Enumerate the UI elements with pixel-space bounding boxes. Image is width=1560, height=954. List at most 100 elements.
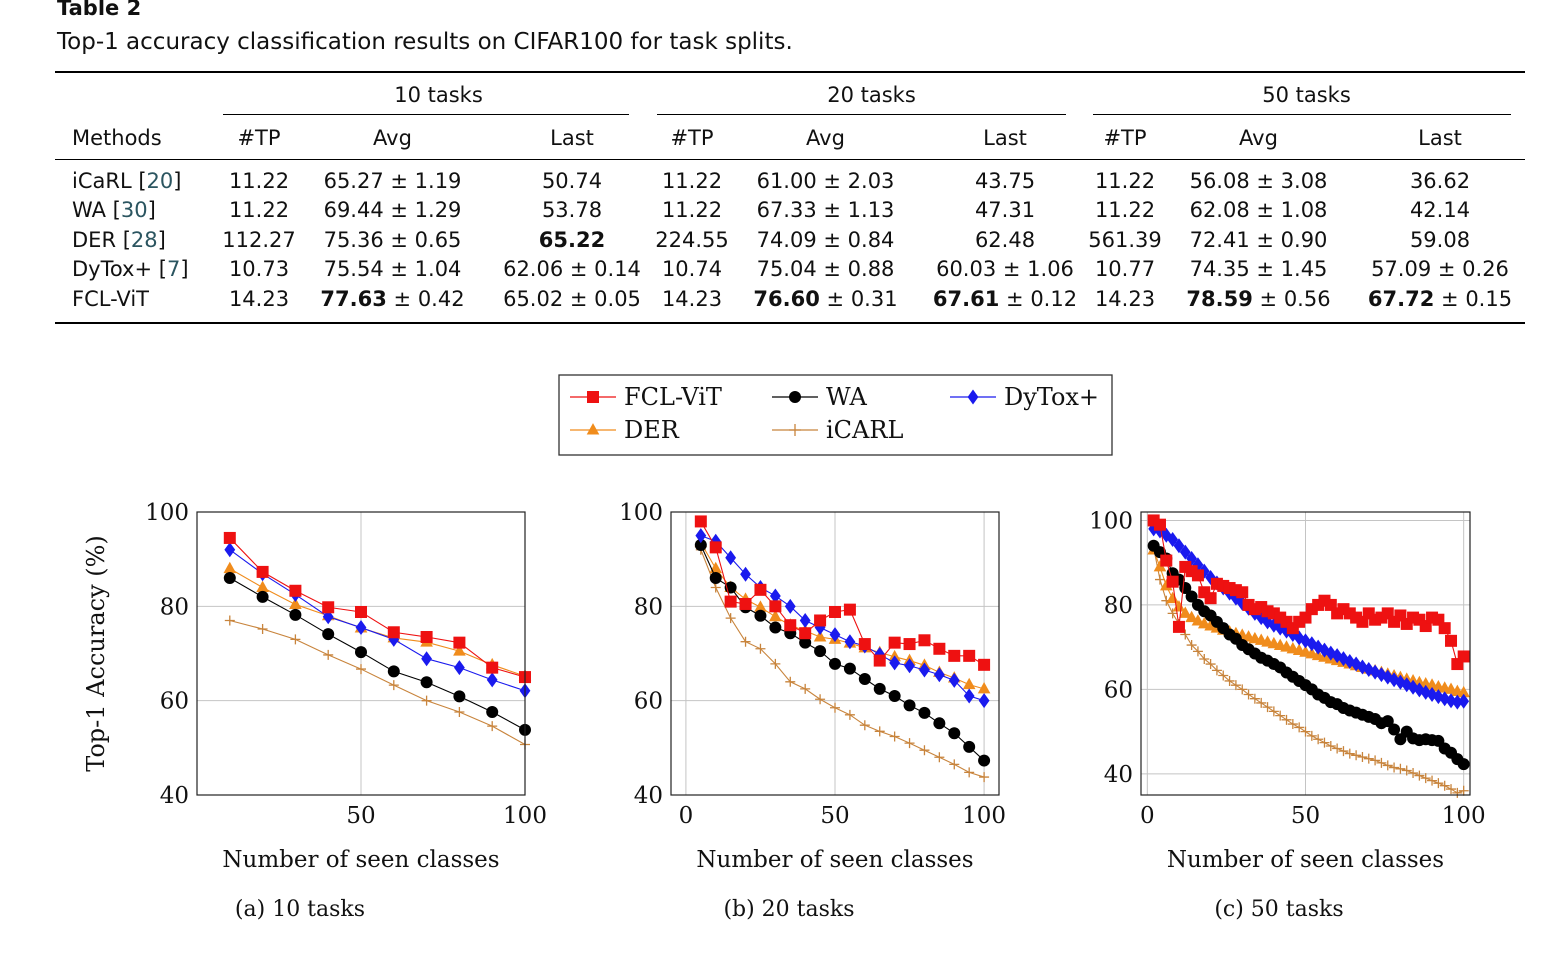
method-name: DER [72, 227, 117, 252]
x-tick-label: 100 [962, 803, 1006, 829]
cell-value: 57.09 [1371, 257, 1432, 282]
data-point [1180, 629, 1191, 640]
cell-value: 112.27 [222, 227, 296, 252]
value-cell: 72.41 ± 0.90 [1189, 227, 1328, 252]
table-row: WA [30] 11.22 69.44 ± 1.29 53.78 11.22 67.33 … [55, 196, 1525, 226]
data-point [355, 646, 367, 659]
series-line [229, 537, 526, 678]
data-point [694, 515, 707, 528]
data-point [843, 662, 856, 675]
data-point [1351, 750, 1362, 761]
cell-std: 0.12 [1030, 286, 1078, 311]
data-point [978, 754, 991, 767]
data-point [1395, 674, 1406, 690]
data-point [289, 584, 302, 597]
data-point [1199, 653, 1210, 664]
series-line [700, 542, 985, 690]
cell-value: 43.75 [974, 168, 1036, 193]
data-point [710, 582, 721, 593]
data-point [919, 662, 930, 678]
data-point [694, 539, 707, 552]
data-point [1452, 787, 1463, 798]
y-tick-label: 60 [1104, 677, 1133, 703]
data-point [1306, 730, 1317, 741]
column-header: #TP [237, 126, 281, 150]
data-point [695, 528, 707, 544]
data-point [799, 612, 811, 628]
legend-label: DER [624, 416, 680, 444]
data-point [1420, 684, 1432, 700]
value-cell: 11.22 [655, 196, 729, 226]
data-point [1427, 775, 1438, 786]
cell-value: 10.73 [228, 257, 290, 282]
group-underline [1093, 114, 1511, 116]
data-point [1331, 648, 1343, 664]
data-point [256, 565, 269, 578]
data-point [889, 655, 901, 671]
data-point [1325, 741, 1336, 752]
cell-value: 224.55 [655, 227, 729, 252]
legend-marker [586, 423, 600, 435]
y-tick-label: 60 [634, 689, 663, 715]
table-row: FCL-ViT 14.23 77.63 ± 0.42 65.02 ± 0.05 14.2… [55, 284, 1525, 323]
cell-value: 75.36 [323, 227, 384, 252]
data-point [1262, 614, 1273, 630]
data-point [454, 660, 465, 676]
data-point [1185, 610, 1198, 623]
series-der [694, 535, 991, 694]
data-point [1211, 665, 1222, 676]
series-line [1153, 547, 1464, 794]
legend-marker [789, 424, 801, 436]
data-point [1236, 595, 1248, 611]
data-point [874, 726, 885, 737]
data-point [1166, 591, 1179, 604]
data-point [1357, 751, 1368, 762]
value-cell: 11.22 [1088, 196, 1162, 226]
data-point [755, 643, 766, 654]
value-cell: 75.04 ± 0.88 [756, 257, 895, 282]
cell-value: 14.23 [1094, 286, 1156, 311]
data-point [1426, 686, 1438, 702]
data-point [1414, 770, 1425, 781]
cell-std: 0.15 [1465, 286, 1513, 311]
data-point [1281, 714, 1292, 725]
data-point [486, 672, 498, 688]
data-point [815, 694, 826, 705]
data-point [1382, 760, 1393, 771]
data-point [934, 752, 945, 763]
group-header-row: 10 tasks 20 tasks 50 tasks [55, 72, 1525, 117]
cell-value: 67.72 [1367, 286, 1435, 311]
data-point [933, 667, 945, 683]
cell-value: 59.08 [1409, 227, 1471, 252]
value-cell: 62.48 [922, 225, 1088, 255]
y-tick-label: 60 [160, 689, 189, 715]
data-point [223, 572, 236, 585]
data-point [1445, 634, 1458, 647]
cell-value: 61.00 [756, 168, 817, 193]
data-point [1274, 620, 1286, 636]
cell-value: 11.22 [1094, 198, 1156, 223]
data-point [453, 690, 466, 703]
data-point [1388, 723, 1401, 736]
data-point [1167, 531, 1179, 547]
y-tick-label: 100 [619, 500, 663, 526]
legend-label: FCL-ViT [624, 383, 722, 411]
y-tick-label: 80 [160, 594, 189, 620]
data-point [486, 661, 499, 674]
value-cell: 11.22 [222, 160, 296, 196]
data-point [770, 658, 781, 669]
data-point [814, 614, 827, 627]
cell-std: 2.03 [847, 168, 895, 193]
series-icarl [224, 615, 530, 750]
data-point [709, 572, 722, 585]
column-header: Avg [1239, 126, 1278, 150]
data-point [1256, 697, 1267, 708]
data-point [387, 626, 400, 639]
citation-ref: 20 [146, 168, 174, 193]
data-point [843, 603, 856, 616]
series-fclvit [1147, 514, 1470, 671]
legend-label: DyTox+ [1004, 383, 1099, 411]
data-point [754, 583, 767, 596]
series-line [229, 577, 526, 731]
value-cell: 77.63 ± 0.42 [320, 286, 465, 311]
